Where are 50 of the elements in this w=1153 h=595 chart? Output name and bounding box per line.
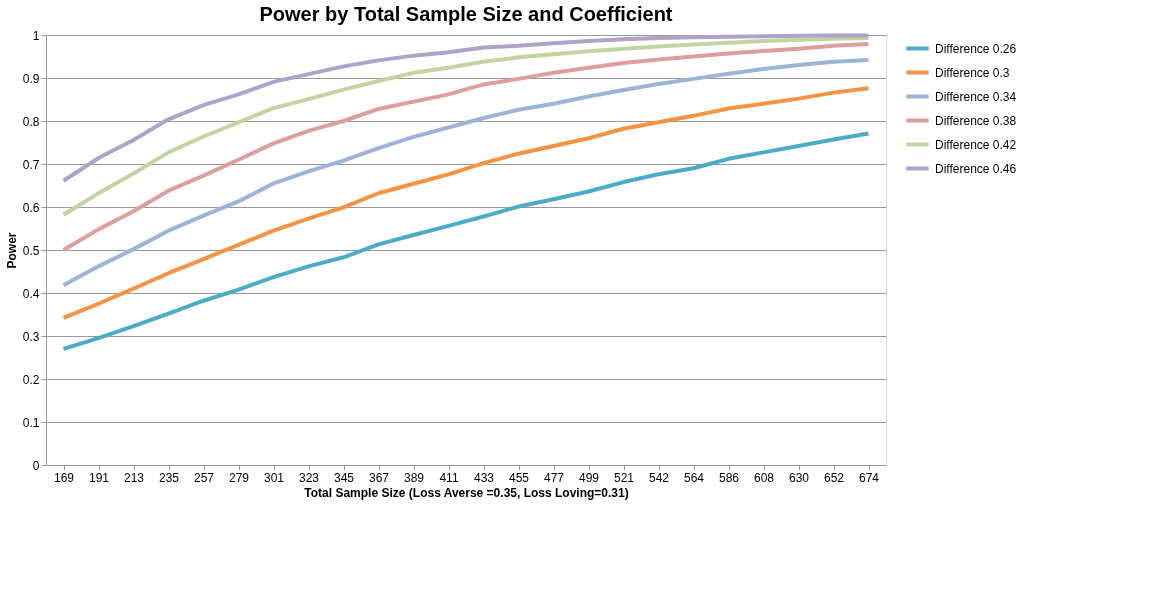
x-tick-label: 674 bbox=[858, 470, 880, 485]
x-tick-label: 608 bbox=[753, 470, 775, 485]
y-tick-label: 0.7 bbox=[22, 157, 40, 172]
y-tick-label: 0.5 bbox=[22, 243, 40, 258]
x-tick-label: 323 bbox=[298, 470, 320, 485]
legend-label: Difference 0.38 bbox=[935, 113, 1017, 128]
x-tick-label: 389 bbox=[403, 470, 425, 485]
y-tick-label: 0.8 bbox=[22, 114, 40, 129]
x-tick-label: 630 bbox=[788, 470, 810, 485]
y-tick-label: 0.4 bbox=[22, 286, 40, 301]
x-tick-label: 542 bbox=[648, 470, 670, 485]
x-tick-label: 367 bbox=[368, 470, 390, 485]
x-tick-label: 257 bbox=[193, 470, 215, 485]
x-tick-label: 213 bbox=[123, 470, 145, 485]
x-tick-label: 169 bbox=[53, 470, 75, 485]
legend-label: Difference 0.26 bbox=[935, 41, 1017, 56]
x-tick-label: 191 bbox=[88, 470, 110, 485]
y-tick-label: 0 bbox=[32, 458, 40, 473]
line-series bbox=[61, 33, 871, 183]
x-tick-label: 345 bbox=[333, 470, 355, 485]
legend-label: Difference 0.3 bbox=[935, 65, 1010, 80]
y-tick-label: 1 bbox=[32, 28, 40, 43]
y-tick-label: 0.1 bbox=[22, 415, 40, 430]
line-series bbox=[61, 86, 871, 320]
legend-label: Difference 0.46 bbox=[935, 161, 1017, 176]
x-tick-label: 586 bbox=[718, 470, 740, 485]
chart-title: Power by Total Sample Size and Coefficient bbox=[259, 3, 673, 25]
x-tick-label: 455 bbox=[508, 470, 530, 485]
line-series bbox=[61, 57, 871, 288]
y-tick-label: 0.3 bbox=[22, 329, 40, 344]
x-tick-label: 301 bbox=[263, 470, 285, 485]
x-tick-label: 433 bbox=[473, 470, 495, 485]
x-tick-label: 279 bbox=[228, 470, 250, 485]
x-tick-label: 499 bbox=[578, 470, 600, 485]
y-tick-label: 0.2 bbox=[22, 372, 40, 387]
legend-label: Difference 0.34 bbox=[935, 89, 1017, 104]
x-axis-title: Total Sample Size (Loss Averse =0.35, Loss Loving=0.31) bbox=[304, 485, 629, 500]
x-tick-label: 235 bbox=[158, 470, 180, 485]
line-series bbox=[61, 36, 871, 217]
x-tick-label: 411 bbox=[439, 470, 459, 485]
x-tick-label: 521 bbox=[613, 470, 635, 485]
line-series bbox=[61, 131, 871, 351]
legend-label: Difference 0.42 bbox=[935, 137, 1017, 152]
x-tick-label: 652 bbox=[823, 470, 845, 485]
y-tick-label: 0.6 bbox=[22, 200, 40, 215]
line-series bbox=[61, 42, 871, 252]
y-tick-label: 0.9 bbox=[22, 71, 40, 86]
x-tick-label: 564 bbox=[683, 470, 705, 485]
y-axis-title: Power bbox=[4, 232, 19, 269]
x-tick-label: 477 bbox=[543, 470, 565, 485]
